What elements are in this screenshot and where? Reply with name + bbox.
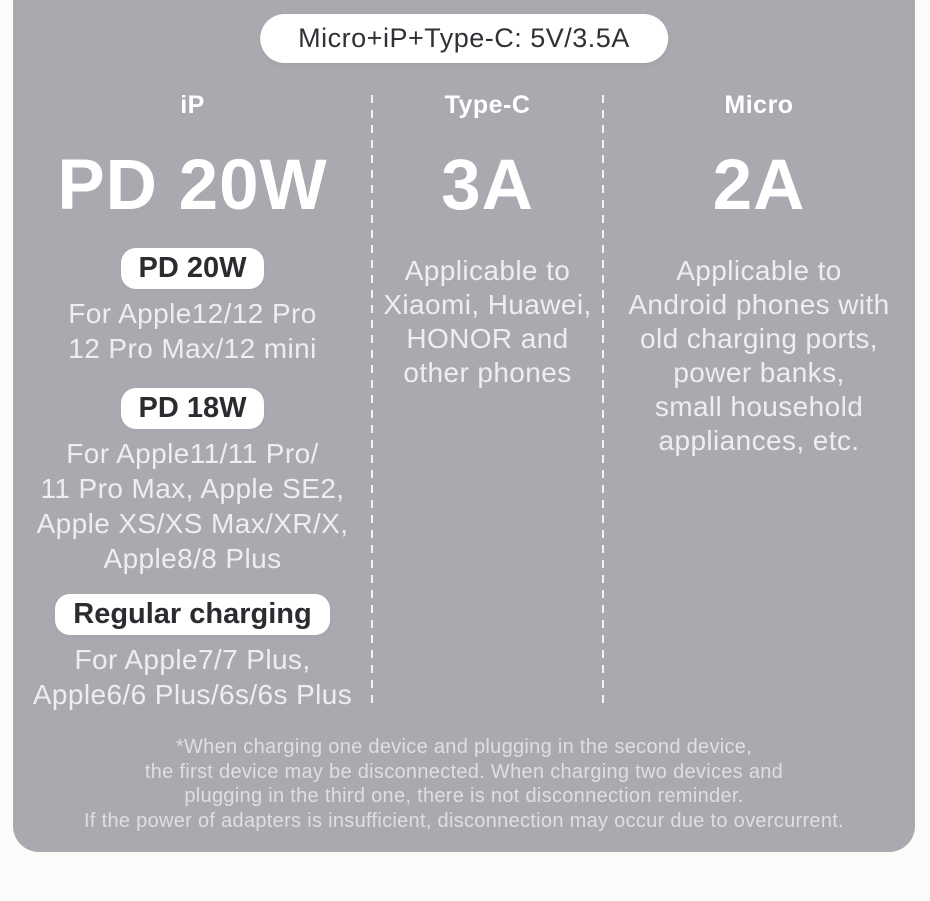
column-type-c-header: Type-C — [444, 91, 531, 119]
badge-regular-charging: Regular charging — [55, 594, 330, 635]
footnote-line: plugging in the third one, there is not … — [184, 785, 744, 807]
section-pd20w: PD 20W For Apple12/12 Pro 12 Pro Max/12 … — [13, 224, 372, 366]
footnote-line: If the power of adapters is insufficient… — [84, 809, 844, 832]
compat-line: HONOR and — [406, 323, 569, 354]
compat-line: Apple XS/XS Max/XR/X, — [36, 508, 349, 539]
column-ip: iP PD 20W PD 20W For Apple12/12 Pro 12 P… — [13, 90, 372, 712]
column-micro: Micro 2A Applicable to Android phones wi… — [603, 90, 915, 458]
compat-line: Applicable to — [676, 255, 842, 286]
compat-line: 12 Pro Max/12 mini — [68, 333, 317, 364]
compat-line: power banks, — [673, 357, 845, 388]
compat-line: Applicable to — [404, 255, 571, 286]
column-type-c: Type-C 3A Applicable to Xiaomi, Huawei, … — [372, 90, 603, 390]
column-micro-rating: 2A — [712, 146, 806, 225]
compat-line: old charging ports, — [640, 323, 878, 354]
compat-line: For Apple12/12 Pro — [68, 298, 317, 329]
compat-line: Xiaomi, Huawei, — [383, 289, 592, 320]
compat-list-pd18w: For Apple11/11 Pro/ 11 Pro Max, Apple SE… — [13, 436, 372, 576]
badge-pd18w: PD 18W — [120, 388, 265, 429]
compat-list-micro: Applicable to Android phones with old ch… — [603, 254, 915, 458]
compat-line: 11 Pro Max, Apple SE2, — [40, 473, 345, 504]
compat-list-pd20w: For Apple12/12 Pro 12 Pro Max/12 mini — [13, 296, 372, 366]
footnote: *When charging one device and plugging i… — [13, 735, 915, 833]
column-micro-header: Micro — [724, 91, 794, 119]
compat-list-regular: For Apple7/7 Plus, Apple6/6 Plus/6s/6s P… — [13, 642, 372, 712]
column-ip-header: iP — [180, 91, 205, 119]
compat-line: small household — [654, 391, 864, 422]
section-pd18w: PD 18W For Apple11/11 Pro/ 11 Pro Max, A… — [13, 366, 372, 576]
compat-line: For Apple11/11 Pro/ — [66, 438, 319, 469]
compat-line: Apple6/6 Plus/6s/6s Plus — [32, 679, 353, 710]
compat-line: For Apple7/7 Plus, — [74, 644, 311, 675]
column-divider-left — [371, 95, 373, 708]
compat-line: Android phones with — [628, 289, 890, 320]
section-regular-charging: Regular charging For Apple7/7 Plus, Appl… — [13, 576, 372, 712]
column-ip-rating: PD 20W — [57, 146, 328, 225]
compat-list-type-c: Applicable to Xiaomi, Huawei, HONOR and … — [372, 254, 603, 390]
badge-pd20w: PD 20W — [120, 248, 265, 289]
footnote-line: *When charging one device and plugging i… — [175, 736, 753, 758]
column-divider-right — [602, 95, 604, 708]
gray-panel: Micro+iP+Type-C: 5V/3.5A iP PD 20W PD 20… — [13, 0, 915, 852]
compat-line: appliances, etc. — [658, 425, 860, 456]
column-type-c-rating: 3A — [441, 146, 534, 225]
compat-line: other phones — [403, 357, 572, 388]
compat-line: Apple8/8 Plus — [103, 543, 282, 574]
combined-output-pill: Micro+iP+Type-C: 5V/3.5A — [260, 14, 668, 63]
footnote-line: the first device may be disconnected. Wh… — [144, 760, 784, 783]
